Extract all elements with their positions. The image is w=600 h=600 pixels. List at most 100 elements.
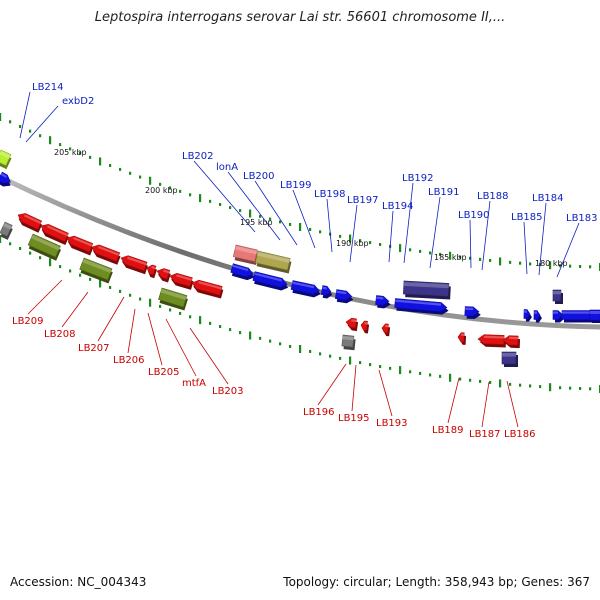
label-LB185: LB185 xyxy=(511,212,543,223)
tick-0-8 xyxy=(79,151,82,155)
leader-line xyxy=(127,308,136,354)
kbp-marker: 180 kbp xyxy=(535,259,568,268)
leader-line xyxy=(254,180,298,246)
tick-1-53 xyxy=(529,384,532,388)
kbp-marker: 205 kbp xyxy=(54,148,87,157)
kbp-marker: 190 kbp xyxy=(336,239,369,248)
tick-1-4 xyxy=(39,256,42,260)
tick-0-22 xyxy=(219,203,222,207)
tick-1-1 xyxy=(9,242,12,246)
leader-line xyxy=(481,381,490,428)
gene-LB186 xyxy=(502,335,521,349)
tick-0-3 xyxy=(29,129,32,133)
tick-0-37 xyxy=(369,241,372,245)
gene-LB185 xyxy=(533,310,542,323)
tick-0-30 xyxy=(299,223,302,231)
label-LB208: LB208 xyxy=(44,329,76,340)
gene-LB208 xyxy=(40,224,70,246)
tick-0-17 xyxy=(169,186,172,190)
tick-1-16 xyxy=(159,304,162,308)
tick-1-29 xyxy=(289,344,292,348)
tick-1-38 xyxy=(379,365,382,369)
gene-LB203b xyxy=(169,273,194,290)
gene-LB188 xyxy=(523,309,532,322)
labels-layer: 205 kbp 200 kbp 195 kbp 190 kbp 185 kbp 180 k… xyxy=(12,82,598,440)
label-LB205: LB205 xyxy=(148,367,180,378)
tick-marks xyxy=(0,113,600,393)
tick-1-40 xyxy=(399,366,402,375)
gene-LB187 xyxy=(477,334,507,348)
tick-1-26 xyxy=(259,336,262,340)
label-LB200: LB200 xyxy=(243,171,275,182)
tick-1-43 xyxy=(429,373,432,377)
tick-1-6 xyxy=(59,265,62,269)
tick-1-59 xyxy=(589,387,592,391)
tick-0-5 xyxy=(49,136,52,145)
gene-LB205 xyxy=(120,255,148,275)
gene-LB184 xyxy=(552,310,565,323)
label-LB209: LB209 xyxy=(12,316,44,327)
tick-1-42 xyxy=(419,371,422,375)
feature-purple-3 xyxy=(501,351,518,367)
tick-1-13 xyxy=(129,293,132,297)
tick-0-18 xyxy=(179,189,182,193)
gene-mtfA xyxy=(146,264,157,279)
tick-1-11 xyxy=(109,285,112,289)
leader-line xyxy=(523,221,528,275)
tick-1-49 xyxy=(489,380,492,384)
tick-0-59 xyxy=(589,265,592,269)
tick-1-7 xyxy=(69,269,72,273)
tick-1-52 xyxy=(519,383,522,387)
tick-0-35 xyxy=(349,234,352,243)
tick-1-45 xyxy=(449,373,452,382)
tick-1-20 xyxy=(199,316,202,325)
gene-LB209 xyxy=(17,213,43,233)
leader-line xyxy=(351,364,357,412)
gene-LB189 xyxy=(457,332,467,345)
leader-line xyxy=(292,189,316,249)
tick-0-13 xyxy=(129,171,132,175)
label-LB193: LB193 xyxy=(376,418,408,429)
tick-1-32 xyxy=(319,352,322,356)
kbp-marker: 200 kbp xyxy=(145,186,178,195)
tick-0-15 xyxy=(149,176,152,185)
tick-1-33 xyxy=(329,354,332,358)
label-LB197: LB197 xyxy=(347,195,379,206)
tick-1-30 xyxy=(299,345,302,353)
leader-line xyxy=(165,318,197,377)
leader-line xyxy=(147,312,163,366)
label-LB184: LB184 xyxy=(532,193,564,204)
tick-1-56 xyxy=(559,386,562,390)
tick-0-45 xyxy=(449,251,452,260)
tick-0-44 xyxy=(439,252,442,256)
leader-line xyxy=(27,279,63,315)
feature-purple-1 xyxy=(403,280,451,300)
tick-0-24 xyxy=(239,209,242,213)
leader-line xyxy=(317,363,347,406)
label-LB191: LB191 xyxy=(428,187,460,198)
label-mtfA: mtfA xyxy=(182,378,206,389)
tick-1-54 xyxy=(539,385,542,389)
label-LB192: LB192 xyxy=(402,173,434,184)
tick-0-42 xyxy=(419,249,422,253)
gene-LB202 xyxy=(230,263,255,281)
tick-0-41 xyxy=(409,248,412,252)
leader-line xyxy=(429,196,441,269)
label-LB207: LB207 xyxy=(78,343,110,354)
tick-0-28 xyxy=(279,220,282,224)
gene-LB196 xyxy=(345,317,359,332)
tick-0-52 xyxy=(519,261,522,265)
leader-line xyxy=(227,171,281,241)
tick-1-8 xyxy=(79,273,82,277)
leader-line xyxy=(19,91,31,139)
label-LB194: LB194 xyxy=(382,201,414,212)
tick-0-25 xyxy=(249,209,252,218)
label-LB202: LB202 xyxy=(182,151,214,162)
tick-0-58 xyxy=(579,265,582,269)
tick-0-50 xyxy=(499,257,502,266)
tick-1-58 xyxy=(579,387,582,391)
gene-LB206 xyxy=(91,244,121,265)
kbp-marker: 195 kbp xyxy=(240,218,273,227)
tick-1-21 xyxy=(209,321,212,325)
